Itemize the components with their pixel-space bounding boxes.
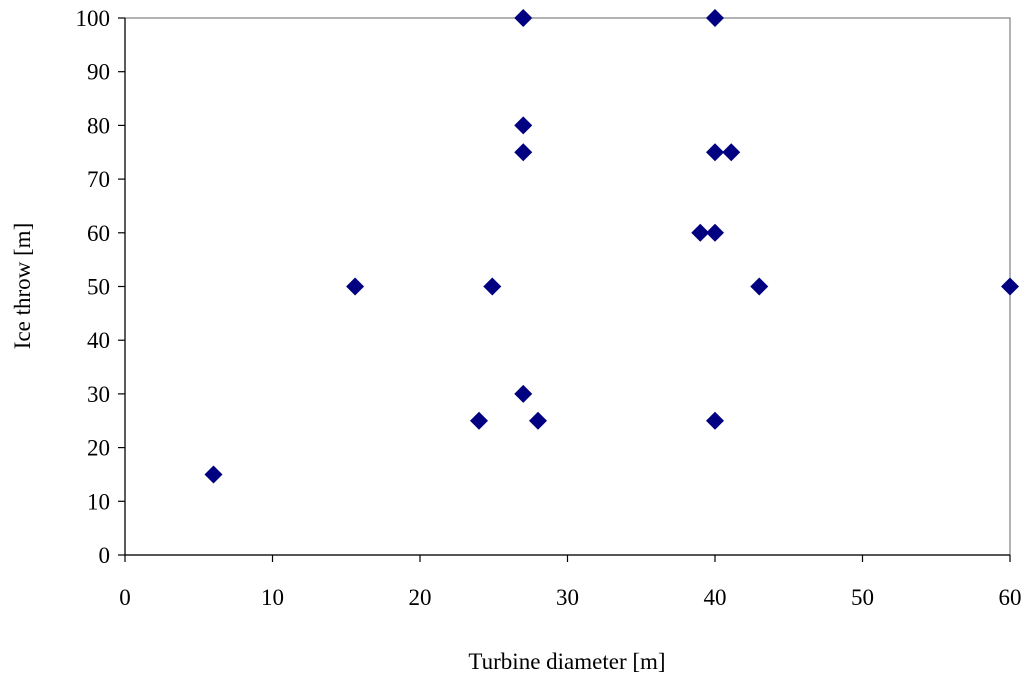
data-point	[483, 277, 502, 296]
data-point	[529, 411, 547, 430]
y-tick-label: 30	[87, 382, 110, 407]
data-point	[514, 9, 533, 27]
y-axis-title: Ice throw [m]	[10, 223, 35, 349]
y-tick-label: 80	[87, 113, 110, 138]
y-tick-label: 60	[87, 221, 110, 246]
x-tick-label: 20	[409, 585, 432, 610]
data-point	[346, 277, 365, 296]
x-tick-label: 10	[261, 585, 284, 610]
data-point	[722, 143, 741, 162]
x-tick-label: 0	[119, 585, 131, 610]
x-tick-label: 40	[704, 585, 727, 610]
y-tick-label: 100	[76, 6, 111, 31]
data-point	[514, 143, 533, 162]
x-tick-label: 60	[999, 585, 1022, 610]
y-tick-label: 0	[99, 543, 111, 568]
x-axis-title: Turbine diameter [m]	[468, 649, 665, 674]
data-point	[1001, 277, 1019, 296]
y-tick-label: 90	[87, 60, 110, 85]
data-point	[706, 143, 724, 162]
y-tick-label: 20	[87, 436, 110, 461]
y-axis: 0 10 20 30 40 50 60 70 80 90 100	[76, 6, 126, 568]
data-point	[706, 411, 724, 430]
data-point	[706, 9, 724, 27]
data-point	[514, 116, 533, 135]
x-tick-label: 30	[556, 585, 579, 610]
data-point	[204, 465, 223, 484]
data-point	[514, 384, 533, 403]
data-points	[204, 9, 1019, 484]
data-point	[470, 411, 488, 430]
y-tick-label: 70	[87, 167, 110, 192]
data-point	[750, 277, 769, 296]
data-point	[706, 223, 724, 242]
plot-area	[124, 17, 1011, 556]
data-point	[691, 223, 710, 242]
y-tick-label: 50	[87, 275, 110, 300]
x-axis: 0 10 20 30 40 50 60	[119, 554, 1022, 610]
y-tick-label: 40	[87, 328, 110, 353]
x-tick-label: 50	[851, 585, 874, 610]
y-tick-label: 10	[87, 489, 110, 514]
